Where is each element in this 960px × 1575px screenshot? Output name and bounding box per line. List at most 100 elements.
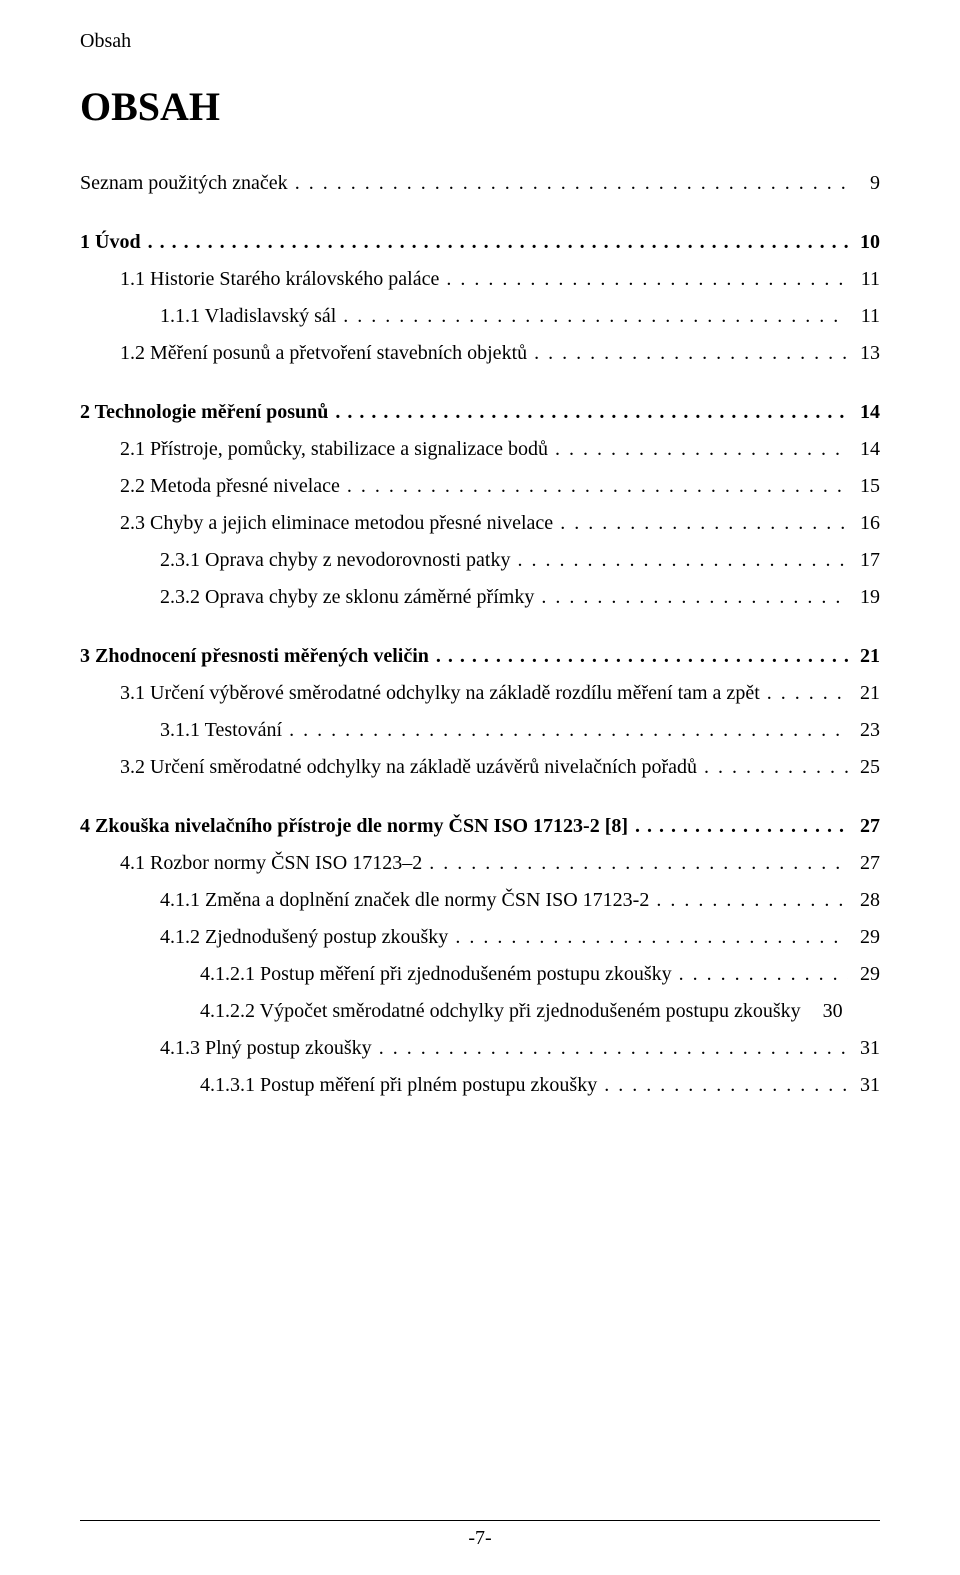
toc-entry: 2 Technologie měření posunů . . . . . . … [80, 397, 880, 428]
toc-leader: . . . . . . . . . . . . . . . . . . . . … [632, 811, 848, 842]
toc-leader: . . . . . . . . . . . . . . . . . . . . … [557, 508, 848, 539]
toc-entry: 3.2 Určení směrodatné odchylky na základ… [120, 752, 880, 783]
toc-page: 19 [848, 582, 880, 613]
toc-label: 4.1.2 Zjednodušený postup zkoušky [160, 922, 452, 953]
toc-entry: 2.1 Přístroje, pomůcky, stabilizace a si… [120, 434, 880, 465]
toc-leader: . . . . . . . . . . . . . . . . . . . . … [764, 678, 848, 709]
toc-page: 16 [848, 508, 880, 539]
toc-page: 17 [848, 545, 880, 576]
footer-rule [80, 1520, 880, 1521]
toc-entry: 3.1 Určení výběrové směrodatné odchylky … [120, 678, 880, 709]
toc-page: 27 [848, 848, 880, 879]
vspace [80, 1101, 880, 1107]
toc-leader: . . . . . . . . . . . . . . . . . . . . … [286, 715, 848, 746]
toc-entry: 4 Zkouška nivelačního přístroje dle norm… [80, 811, 880, 842]
toc-page: 11 [848, 264, 880, 295]
toc-entry: 3 Zhodnocení přesnosti měřených veličin … [80, 641, 880, 672]
toc-entry: Seznam použitých značek . . . . . . . . … [80, 168, 880, 199]
toc-page: 29 [848, 922, 880, 953]
toc-page: 10 [848, 227, 880, 258]
toc-leader: . . . . . . . . . . . . . . . . . . . . … [443, 264, 848, 295]
toc-entry: 2.3.1 Oprava chyby z nevodorovnosti patk… [160, 545, 880, 576]
toc-entry: 2.3.2 Oprava chyby ze sklonu záměrné pří… [160, 582, 880, 613]
toc-label: 4.1.3 Plný postup zkoušky [160, 1033, 376, 1064]
toc-page: 21 [848, 678, 880, 709]
toc-leader: . . . . . . . . . . . . . . . . . . . . … [676, 959, 848, 990]
vspace [80, 783, 880, 811]
toc-entry: 4.1 Rozbor normy ČSN ISO 17123–2 . . . .… [120, 848, 880, 879]
toc-entry: 4.1.2.2 Výpočet směrodatné odchylky při … [200, 996, 880, 1027]
toc-page: 9 [848, 168, 880, 199]
toc-leader: . . . . . . . . . . . . . . . . . . . . … [426, 848, 848, 879]
toc-label: 2.3.1 Oprava chyby z nevodorovnosti patk… [160, 545, 514, 576]
toc-entry: 4.1.3 Plný postup zkoušky . . . . . . . … [160, 1033, 880, 1064]
page-number: -7- [468, 1527, 491, 1549]
toc-entry: 4.1.3.1 Postup měření při plném postupu … [200, 1070, 880, 1101]
toc-page: 25 [848, 752, 880, 783]
toc-entry: 4.1.1 Změna a doplnění značek dle normy … [160, 885, 880, 916]
toc-entry: 1 Úvod . . . . . . . . . . . . . . . . .… [80, 227, 880, 258]
toc-entry: 4.1.2.1 Postup měření při zjednodušeném … [200, 959, 880, 990]
toc-label: 4 Zkouška nivelačního přístroje dle norm… [80, 811, 632, 842]
page-title: OBSAH [80, 83, 880, 130]
toc-label: Seznam použitých značek [80, 168, 292, 199]
toc-page: 15 [848, 471, 880, 502]
toc-leader: . . . . . . . . . . . . . . . . . . . . … [538, 582, 848, 613]
toc-leader: . . . . . . . . . . . . . . . . . . . . … [292, 168, 848, 199]
toc-entry: 2.2 Metoda přesné nivelace . . . . . . .… [120, 471, 880, 502]
toc-label: 2.3.2 Oprava chyby ze sklonu záměrné pří… [160, 582, 538, 613]
running-header: Obsah [80, 30, 880, 53]
toc-label: 4.1.3.1 Postup měření při plném postupu … [200, 1070, 601, 1101]
toc-leader: . . . . . . . . . . . . . . . . . . . . … [145, 227, 848, 258]
toc-label: 3.1.1 Testování [160, 715, 286, 746]
toc-leader: . . . . . . . . . . . . . . . . . . . . … [340, 301, 848, 332]
toc-entry: 4.1.2 Zjednodušený postup zkoušky . . . … [160, 922, 880, 953]
toc-page: 21 [848, 641, 880, 672]
toc-container: Seznam použitých značek . . . . . . . . … [80, 168, 880, 1107]
toc-label: 1 Úvod [80, 227, 145, 258]
toc-page: 28 [848, 885, 880, 916]
toc-entry: 3.1.1 Testování . . . . . . . . . . . . … [160, 715, 880, 746]
toc-entry: 1.2 Měření posunů a přetvoření stavebníc… [120, 338, 880, 369]
vspace [80, 369, 880, 397]
toc-leader: . . . . . . . . . . . . . . . . . . . . … [332, 397, 848, 428]
toc-page: 29 [848, 959, 880, 990]
toc-leader: . . . . . . . . . . . . . . . . . . . . … [514, 545, 848, 576]
toc-leader: . . . . . . . . . . . . . . . . . . . . … [376, 1033, 848, 1064]
toc-leader: . . . . . . . . . . . . . . . . . . . . … [433, 641, 848, 672]
toc-entry: 1.1.1 Vladislavský sál . . . . . . . . .… [160, 301, 880, 332]
toc-label: 4.1.2.1 Postup měření při zjednodušeném … [200, 959, 676, 990]
toc-label: 2.3 Chyby a jejich eliminace metodou pře… [120, 508, 557, 539]
toc-page: 11 [848, 301, 880, 332]
toc-leader: . . . . . . . . . . . . . . . . . . . . … [531, 338, 848, 369]
toc-page: 30 [811, 996, 843, 1027]
toc-label: 2.2 Metoda přesné nivelace [120, 471, 344, 502]
page-footer: -7- [0, 1520, 960, 1550]
toc-label: 1.1.1 Vladislavský sál [160, 301, 340, 332]
toc-label: 4.1.1 Změna a doplnění značek dle normy … [160, 885, 653, 916]
toc-leader: . . . . . . . . . . . . . . . . . . . . … [653, 885, 848, 916]
toc-leader: . . . . . . . . . . . . . . . . . . . . … [452, 922, 848, 953]
toc-label: 1.1 Historie Starého královského paláce [120, 264, 443, 295]
toc-page: 27 [848, 811, 880, 842]
toc-label: 2.1 Přístroje, pomůcky, stabilizace a si… [120, 434, 552, 465]
toc-leader: . . . . . . . . . . . . . . . . . . . . … [601, 1070, 848, 1101]
toc-entry: 1.1 Historie Starého královského paláce … [120, 264, 880, 295]
toc-label: 3.1 Určení výběrové směrodatné odchylky … [120, 678, 764, 709]
toc-label: 1.2 Měření posunů a přetvoření stavebníc… [120, 338, 531, 369]
toc-page: 14 [848, 434, 880, 465]
vspace [80, 199, 880, 227]
toc-page: 23 [848, 715, 880, 746]
toc-entry: 2.3 Chyby a jejich eliminace metodou pře… [120, 508, 880, 539]
toc-leader: . . . . . . . . . . . . . . . . . . . . … [344, 471, 848, 502]
toc-label: 2 Technologie měření posunů [80, 397, 332, 428]
toc-page: 31 [848, 1070, 880, 1101]
toc-leader: . . . . . . . . . . . . . . . . . . . . … [552, 434, 848, 465]
toc-leader: . . . . . . . . . . . . . . . . . . . . … [701, 752, 848, 783]
vspace [80, 613, 880, 641]
toc-page: 13 [848, 338, 880, 369]
toc-page: 31 [848, 1033, 880, 1064]
toc-label: 3 Zhodnocení přesnosti měřených veličin [80, 641, 433, 672]
toc-page: 14 [848, 397, 880, 428]
toc-label: 4.1 Rozbor normy ČSN ISO 17123–2 [120, 848, 426, 879]
